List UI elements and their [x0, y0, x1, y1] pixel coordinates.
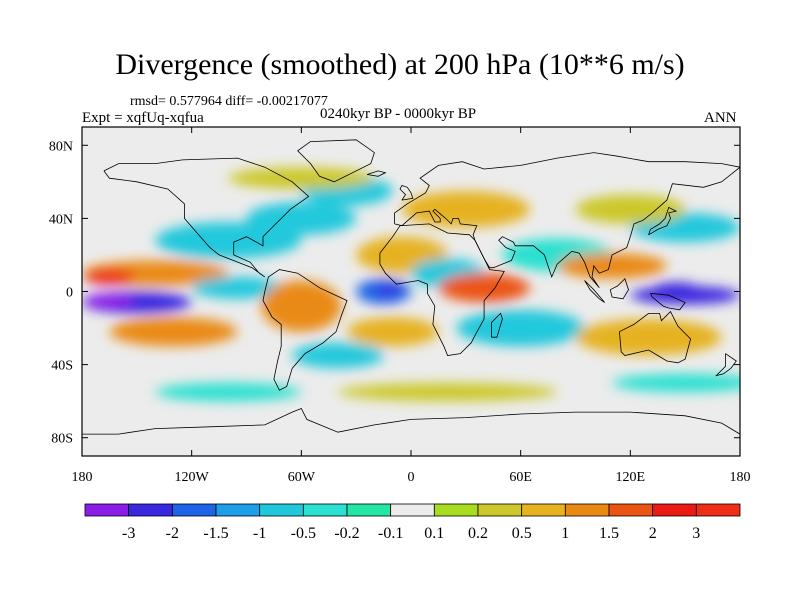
- colorbar-label-7: 0.1: [424, 525, 444, 542]
- new-zealand-coast: [714, 353, 737, 377]
- lon-tick-label-2: 60W: [288, 470, 316, 485]
- divergence-region-22: [654, 282, 698, 294]
- colorbar-swatch-10: [521, 503, 566, 517]
- period-label: 0240kyr BP - 0000kyr BP: [320, 106, 477, 122]
- colorbar-swatch-1: [128, 503, 173, 517]
- lon-tick-label-6: 180: [730, 470, 751, 485]
- colorbar-label-5: -0.2: [334, 525, 359, 542]
- lon-tick-label-4: 60E: [509, 470, 532, 485]
- new-guinea-coast: [650, 292, 686, 311]
- australia-coast: [619, 310, 692, 364]
- iceland-coast: [366, 170, 387, 177]
- japan-coast: [648, 206, 678, 236]
- colorbar-label-6: -0.1: [378, 525, 403, 542]
- colorbar-swatch-6: [346, 503, 392, 517]
- colorbar-label-0: -3: [122, 525, 135, 542]
- colorbar-swatch-3: [215, 503, 261, 517]
- lat-tick-label-2: 0: [66, 286, 73, 301]
- map-plot-area: [82, 127, 740, 456]
- lon-tick-label-0: 180: [72, 470, 93, 485]
- north-america-coast: [103, 157, 310, 278]
- divergence-region-7: [246, 201, 357, 235]
- divergence-region-23: [575, 318, 722, 356]
- colorbar-label-11: 1.5: [599, 525, 619, 542]
- antarctica-coast: [82, 407, 740, 435]
- divergence-region-17: [401, 190, 530, 228]
- divergence-region-3: [83, 269, 136, 285]
- colorbar-swatch-7: [390, 503, 435, 517]
- lon-tick-label-3: 0: [408, 470, 415, 485]
- colorbar-label-10: 1: [561, 525, 569, 542]
- colorbar-swatch-5: [302, 503, 348, 517]
- map-axes: 180 120W 60W 0 60E 120E 180 80N 40N 0 40S 80S: [49, 127, 751, 485]
- divergence-region-18: [456, 309, 585, 347]
- divergence-region-4: [109, 317, 238, 347]
- divergence-region-5: [155, 222, 302, 259]
- colorbar-label-3: -1: [253, 525, 266, 542]
- divergence-region-20: [557, 253, 667, 279]
- divergence-field: [82, 167, 740, 402]
- experiment-label: Expt = xqfUq-xqfua: [82, 110, 204, 126]
- lon-tick-label-1: 120W: [175, 470, 210, 485]
- colorbar-label-4: -0.5: [291, 525, 316, 542]
- divergence-region-1: [83, 293, 136, 308]
- south-america-coast: [262, 269, 348, 391]
- greenland-coast: [297, 139, 375, 183]
- lat-tick-label-4: 80S: [51, 432, 73, 447]
- divergence-region-14: [347, 317, 439, 347]
- colorbar-label-9: 0.5: [512, 525, 532, 542]
- britain-coast: [399, 185, 414, 201]
- colorbar-swatch-8: [433, 503, 479, 517]
- colorbar-label-12: 2: [649, 525, 657, 542]
- divergence-region-27: [155, 382, 302, 402]
- divergence-region-29: [612, 373, 740, 393]
- colorbar: -3 -2 -1.5 -1 -0.5 -0.2 -0.1 0.1 0.2 0.5 1 1.5 2 3: [84, 503, 741, 542]
- madagascar-coast: [490, 312, 503, 338]
- colorbar-swatch-4: [259, 503, 304, 517]
- coastlines: [82, 139, 740, 435]
- eurasia-coast: [394, 152, 740, 289]
- divergence-region-12: [376, 284, 402, 296]
- borneo-coast: [609, 277, 629, 300]
- season-label: ANN: [704, 110, 737, 126]
- colorbar-label-2: -1.5: [203, 525, 228, 542]
- statistics-line: rmsd= 0.577964 diff= -0.00217077: [130, 94, 328, 109]
- divergence-region-6: [191, 276, 284, 299]
- lat-tick-label-1: 40N: [49, 212, 73, 227]
- divergence-region-26: [228, 167, 375, 190]
- divergence-region-28: [337, 382, 558, 402]
- divergence-region-25: [575, 194, 686, 224]
- divergence-region-10: [292, 342, 384, 369]
- africa-coast: [379, 223, 505, 356]
- lon-tick-label-5: 120E: [616, 470, 646, 485]
- map-title: Divergence (smoothed) at 200 hPa (10**6 …: [115, 48, 685, 81]
- divergence-region-9: [261, 280, 342, 332]
- colorbar-swatch-11: [564, 503, 610, 517]
- lat-tick-label-0: 80N: [49, 139, 73, 154]
- colorbar-swatch-12: [608, 503, 654, 517]
- colorbar-swatch-0: [84, 503, 130, 517]
- lat-tick-label-3: 40S: [51, 359, 73, 374]
- colorbar-label-1: -2: [166, 525, 179, 542]
- colorbar-swatch-14: [695, 503, 741, 517]
- colorbar-label-13: 3: [692, 525, 700, 542]
- sumatra-coast: [584, 280, 606, 303]
- colorbar-label-8: 0.2: [468, 525, 488, 542]
- colorbar-swatch-13: [652, 503, 697, 517]
- colorbar-swatch-2: [171, 503, 217, 517]
- divergence-region-16: [438, 273, 530, 303]
- colorbar-swatch-9: [477, 503, 523, 517]
